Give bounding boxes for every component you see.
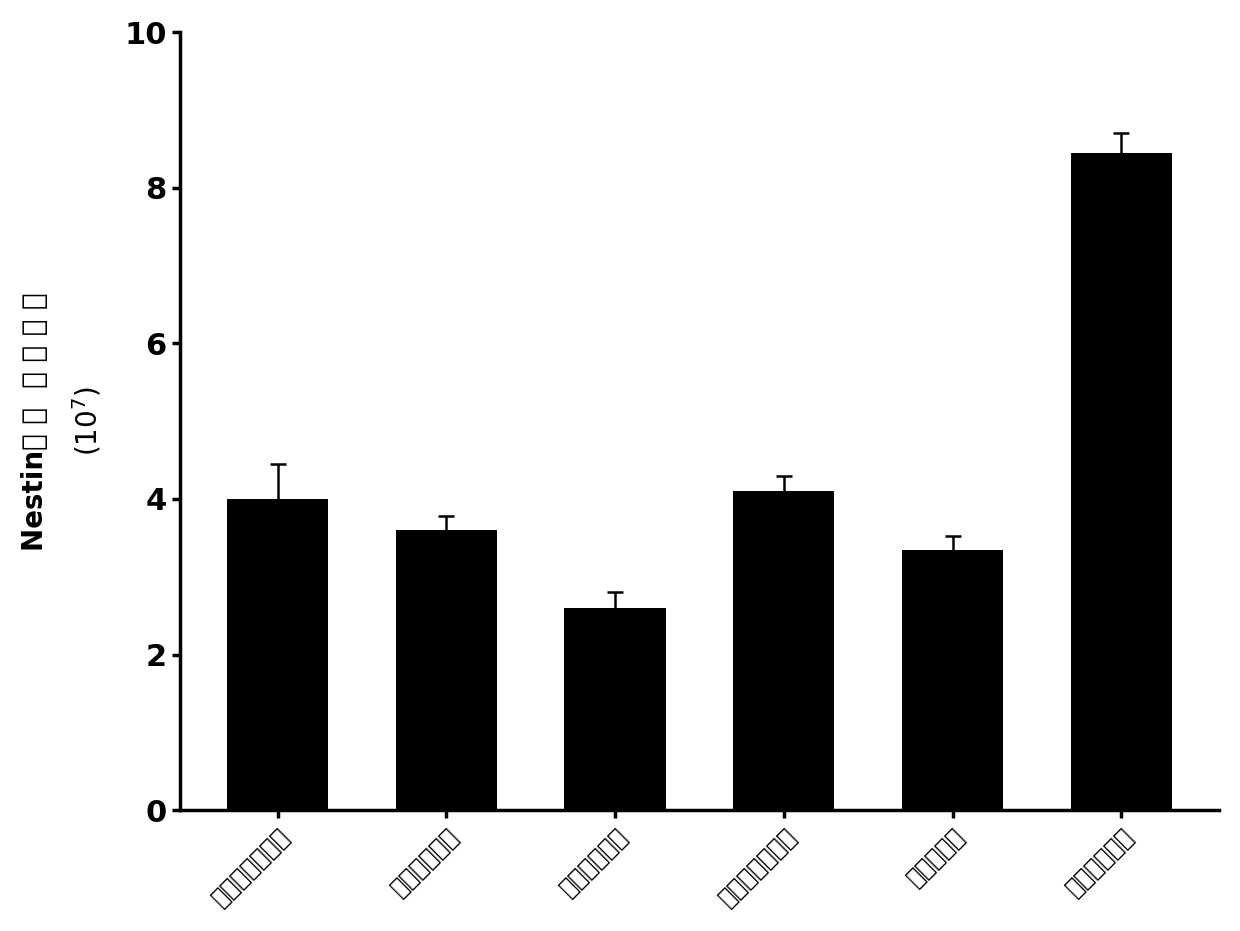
Bar [733, 492, 835, 810]
Bar [564, 608, 666, 810]
Bar [1070, 153, 1172, 810]
Bar [227, 499, 329, 810]
Bar [396, 530, 497, 810]
Y-axis label: Nestin阳 性  细 胞 总 数
$(10^7)$: Nestin阳 性 细 胞 总 数 $(10^7)$ [21, 292, 103, 550]
Bar [901, 549, 1003, 810]
